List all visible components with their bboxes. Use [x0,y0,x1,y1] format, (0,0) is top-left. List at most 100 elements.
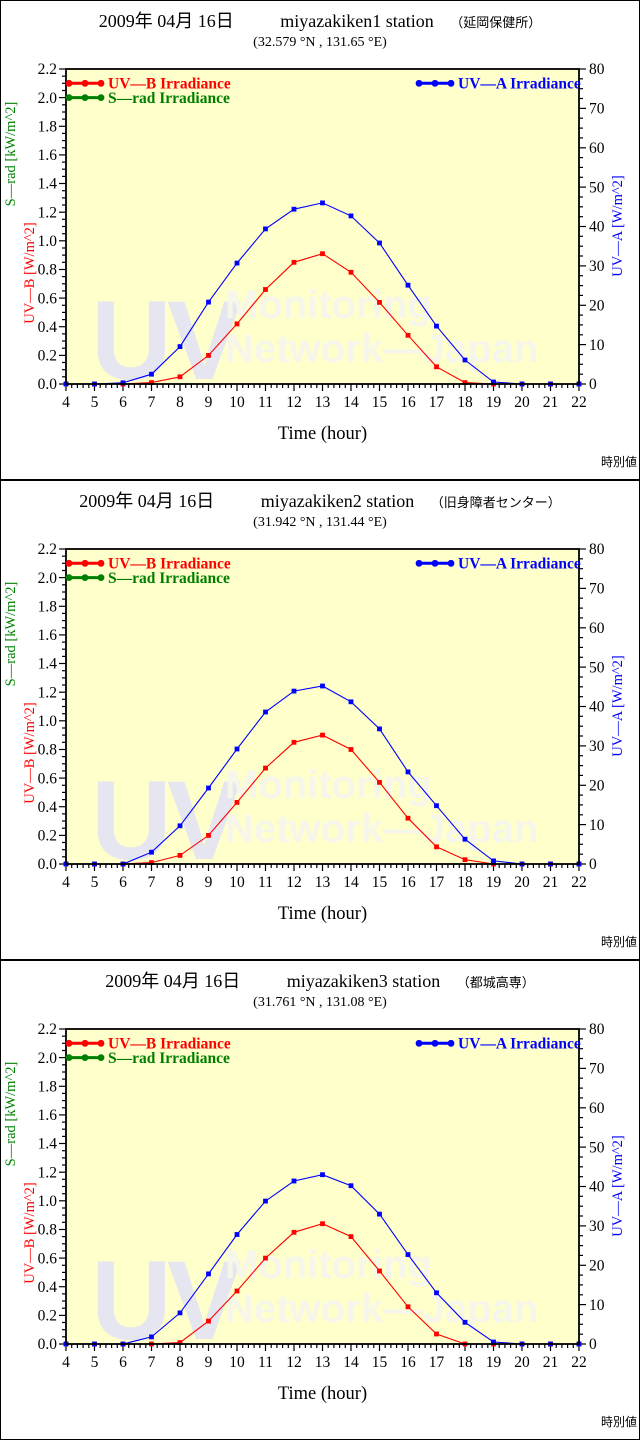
svg-text:Network—Japan: Network—Japan [225,807,538,851]
svg-text:5: 5 [91,1354,99,1371]
svg-text:10: 10 [589,337,605,354]
svg-text:14: 14 [343,394,359,411]
title-station: miyazakiken3 station [286,971,441,991]
title-date: 2009年 04月 16日 [79,491,215,511]
chart-title: 2009年 04月 16日 miyazakiken1 station （延岡保健… [1,1,639,34]
svg-text:6: 6 [119,394,127,411]
title-station: miyazakiken2 station [260,491,415,511]
svg-text:1.2: 1.2 [38,1164,57,1181]
svg-text:8: 8 [176,394,184,411]
svg-text:Monitoring: Monitoring [225,1243,432,1287]
svg-text:30: 30 [589,1218,605,1235]
svg-text:40: 40 [589,1179,605,1196]
svg-text:70: 70 [589,1061,605,1078]
chart-subtitle: (31.761 °N , 131.08 °E) [253,995,387,1010]
left-axis-labels: 0.0 0.2 0.4 0.6 0.8 1.0 1.2 1.4 1.6 1.8 2.0 2.2 [38,541,58,873]
x-axis-labels: 4 5 6 7 8 9 10 11 12 13 14 15 16 17 18 19 20 21 22 [62,394,587,411]
svg-text:4: 4 [62,1354,70,1371]
hourly-value-note: 時別値 [600,935,637,949]
svg-text:1.4: 1.4 [38,656,58,673]
svg-text:12: 12 [286,1354,302,1371]
title-site: （都城高専） [456,975,535,990]
svg-text:1.8: 1.8 [38,599,58,616]
svg-text:80: 80 [589,61,605,78]
svg-text:17: 17 [429,874,445,891]
right-axis [579,1028,586,1345]
svg-text:UV—B Irradiance: UV—B Irradiance [108,556,231,573]
x-axis-title: Time (hour) [278,1384,367,1404]
svg-text:14: 14 [343,1354,359,1371]
uvb-axis-title: UV—B [W/m^2] [22,1182,38,1283]
hourly-value-note: 時別値 [600,1415,637,1429]
chart-title: 2009年 04月 16日 miyazakiken3 station （都城高専… [1,961,639,994]
svg-text:1.8: 1.8 [38,119,58,136]
svg-text:S—rad Irradiance: S—rad Irradiance [108,1050,230,1067]
svg-text:20: 20 [514,394,530,411]
svg-text:UV—A Irradiance: UV—A Irradiance [458,1036,581,1053]
svg-text:0: 0 [589,1336,597,1353]
svg-text:S—rad Irradiance: S—rad Irradiance [108,90,230,107]
svg-text:30: 30 [589,738,605,755]
svg-text:60: 60 [589,620,605,637]
x-axis-labels: 4 5 6 7 8 9 10 11 12 13 14 15 16 17 18 19 20 21 22 [62,1354,587,1371]
left-axis-labels: 0.0 0.2 0.4 0.6 0.8 1.0 1.2 1.4 1.6 1.8 2.0 2.2 [38,1021,58,1353]
left-axis-labels: 0.0 0.2 0.4 0.6 0.8 1.0 1.2 1.4 1.6 1.8 2.0 2.2 [38,61,58,393]
svg-text:1.0: 1.0 [38,233,58,250]
svg-text:0.6: 0.6 [38,1250,58,1267]
svg-text:18: 18 [457,394,473,411]
svg-text:0.8: 0.8 [38,262,58,279]
svg-text:Network—Japan: Network—Japan [225,327,538,371]
svg-text:20: 20 [589,777,605,794]
plot-area [66,69,579,384]
svg-text:22: 22 [571,394,587,411]
svg-text:0.0: 0.0 [38,856,58,873]
svg-text:0.4: 0.4 [38,1279,58,1296]
svg-text:2.2: 2.2 [38,1021,57,1038]
svg-text:80: 80 [589,1021,605,1038]
svg-text:0.8: 0.8 [38,1222,58,1239]
title-date: 2009年 04月 16日 [105,971,241,991]
svg-text:4: 4 [62,394,70,411]
svg-text:70: 70 [589,581,605,598]
svg-text:5: 5 [91,874,99,891]
svg-text:9: 9 [205,874,213,891]
svg-text:10: 10 [229,874,245,891]
svg-text:0: 0 [589,376,597,393]
plot-border [65,548,580,865]
right-axis [579,68,586,385]
station-panel-1: 2009年 04月 16日 miyazakiken1 station （延岡保健… [0,0,640,480]
svg-text:UV—B Irradiance: UV—B Irradiance [108,76,231,93]
svg-text:0.2: 0.2 [38,828,57,845]
svg-text:7: 7 [148,394,156,411]
uvb-axis-title: UV—B [W/m^2] [22,702,38,803]
svg-text:S—rad Irradiance: S—rad Irradiance [108,570,230,587]
svg-text:4: 4 [62,874,70,891]
svg-text:8: 8 [176,1354,184,1371]
chart-canvas: UV Monitoring Network—Japan 0.0 0.2 0.4 0.6 0.8… [1,1014,639,1414]
svg-text:10: 10 [589,817,605,834]
left-axis [59,1028,66,1345]
title-station: miyazakiken1 station [280,11,434,31]
svg-text:20: 20 [514,874,530,891]
svg-text:7: 7 [148,1354,156,1371]
svg-text:40: 40 [589,699,605,716]
svg-text:2.0: 2.0 [38,1050,58,1067]
svg-text:19: 19 [486,394,502,411]
svg-text:UV: UV [91,278,241,403]
left-axis [59,68,66,385]
svg-text:0: 0 [589,856,597,873]
svg-text:Network—Japan: Network—Japan [225,1287,538,1331]
svg-text:Monitoring: Monitoring [225,763,432,807]
right-axis [579,548,586,865]
svg-text:1.8: 1.8 [38,1079,58,1096]
svg-text:21: 21 [543,394,559,411]
svg-text:18: 18 [457,1354,473,1371]
title-site: （延岡保健所） [450,15,542,30]
svg-text:40: 40 [589,219,605,236]
uvb-axis-title: UV—B [W/m^2] [22,222,38,323]
svg-text:0.8: 0.8 [38,742,58,759]
svg-text:12: 12 [286,394,302,411]
